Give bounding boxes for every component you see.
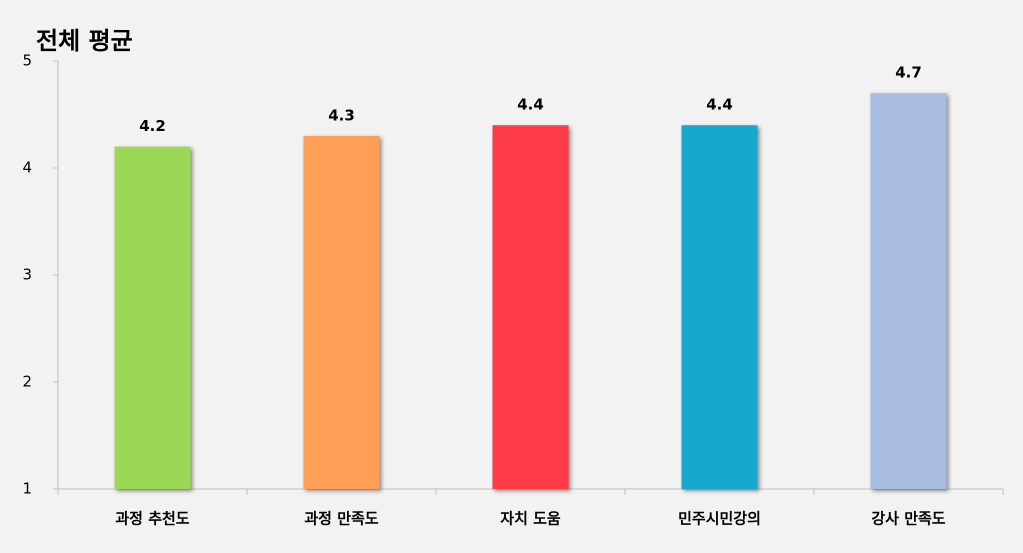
chart-title: 전체 평균 <box>36 27 133 55</box>
x-tick-label: 민주시민강의 <box>678 510 761 528</box>
x-tick-label: 과정 만족도 <box>304 510 378 528</box>
bar <box>492 125 569 489</box>
bar <box>303 135 380 489</box>
y-tick-label: 2 <box>22 373 32 391</box>
bar <box>114 146 191 489</box>
value-label: 4.2 <box>139 117 166 135</box>
x-tick-label: 자치 도움 <box>500 510 561 528</box>
value-label: 4.7 <box>895 64 922 82</box>
value-label: 4.4 <box>706 96 733 114</box>
y-tick-label: 5 <box>22 52 32 70</box>
x-tick-label: 강사 만족도 <box>871 510 945 528</box>
bar <box>870 93 947 489</box>
y-tick-label: 4 <box>22 159 32 177</box>
bar <box>681 125 758 489</box>
y-tick-label: 1 <box>22 480 32 498</box>
y-tick-label: 3 <box>22 266 32 284</box>
value-label: 4.4 <box>517 96 544 114</box>
value-label: 4.3 <box>328 106 355 124</box>
x-tick-label: 과정 추천도 <box>115 510 189 528</box>
